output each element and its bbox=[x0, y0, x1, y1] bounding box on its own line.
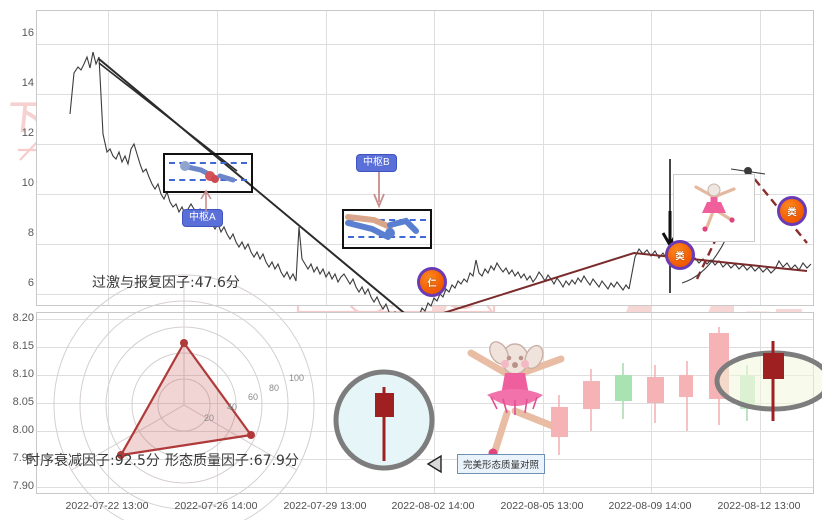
badge-buy-1[interactable]: 仁 bbox=[417, 267, 447, 297]
xtick: 2022-07-22 13:00 bbox=[65, 500, 149, 512]
gridline-h bbox=[37, 44, 813, 45]
pivot-b-box[interactable] bbox=[342, 209, 432, 249]
xtick: 2022-08-12 13:00 bbox=[717, 500, 801, 512]
gridline-v bbox=[326, 11, 327, 305]
ytick-sub: 8.20 bbox=[12, 312, 34, 324]
gridline-h bbox=[37, 347, 813, 348]
projection-apex-dot bbox=[744, 167, 752, 175]
gridline-v bbox=[543, 313, 544, 493]
gridline-v bbox=[217, 313, 218, 493]
price-line bbox=[69, 51, 630, 327]
pivot-a-label[interactable]: 中枢A bbox=[182, 209, 223, 227]
ideal-candle-highlight bbox=[333, 369, 435, 471]
gridline-v bbox=[326, 313, 327, 493]
score-shape-factor: 形态质量因子:67.9分 bbox=[165, 453, 299, 469]
gridline-h bbox=[37, 459, 813, 460]
gridline-v bbox=[108, 313, 109, 493]
gridline-h bbox=[37, 194, 813, 195]
gridline-v bbox=[434, 11, 435, 305]
ytick-sub: 8.10 bbox=[12, 368, 34, 380]
xtick: 2022-07-26 14:00 bbox=[174, 500, 258, 512]
gridline-v bbox=[108, 11, 109, 305]
price-series-svg bbox=[69, 51, 812, 327]
gridline-h bbox=[37, 375, 813, 376]
ballerina-illustration bbox=[467, 341, 565, 458]
xtick: 2022-07-29 13:00 bbox=[283, 500, 367, 512]
ytick-main: 6 bbox=[27, 277, 34, 289]
uptrend-stroke bbox=[414, 251, 808, 323]
xtick: 2022-08-02 14:00 bbox=[391, 500, 475, 512]
pivot-a-figure bbox=[180, 161, 236, 183]
xtick: 2022-08-05 13:00 bbox=[500, 500, 584, 512]
perfect-shape-callout[interactable]: 完美形态质量对照 bbox=[426, 454, 546, 474]
radar-area bbox=[118, 340, 253, 457]
ytick-sub: 8.15 bbox=[12, 340, 34, 352]
pivot-b-arrow bbox=[373, 172, 385, 209]
ballerina-thumbnail bbox=[673, 174, 755, 242]
ytick-sub: 8.00 bbox=[12, 424, 34, 436]
main-price-chart[interactable]: 中枢A 中枢B bbox=[36, 10, 814, 327]
ytick-main: 16 bbox=[21, 27, 34, 39]
pivot-b-label[interactable]: 中枢B bbox=[356, 154, 397, 172]
ballerina-icon bbox=[694, 183, 736, 232]
callout-text: 完美形态质量对照 bbox=[457, 454, 546, 474]
pivot-b-figure bbox=[345, 214, 419, 240]
ytick-sub: 7.90 bbox=[12, 480, 34, 492]
radar-tick: 100 bbox=[289, 373, 304, 383]
pivot-a-upper-dash bbox=[169, 162, 247, 164]
badge-buy-3[interactable]: 类 bbox=[777, 196, 807, 226]
downtrend-stroke bbox=[98, 58, 416, 323]
pivot-a-arrow bbox=[200, 189, 212, 211]
gridline-v bbox=[434, 313, 435, 493]
score-excess-factor: 过激与报复因子:47.6分 bbox=[92, 275, 240, 291]
xtick: 2022-08-09 14:00 bbox=[608, 500, 692, 512]
gridline-h bbox=[37, 144, 813, 145]
ytick-main: 8 bbox=[27, 227, 34, 239]
ytick-sub: 8.05 bbox=[12, 396, 34, 408]
badge-buy-2[interactable]: 类 bbox=[665, 240, 695, 270]
radar-tick: 20 bbox=[204, 413, 214, 423]
radar-tick: 40 bbox=[227, 402, 237, 412]
ytick-main: 10 bbox=[21, 177, 34, 189]
score-decay-factor: 时序衰减因子:92.5分 bbox=[26, 453, 160, 469]
quality-radar: 20 40 60 80 100 bbox=[53, 274, 315, 520]
gridline-h bbox=[37, 487, 813, 488]
callout-arrow-icon bbox=[426, 454, 442, 474]
gridline-h bbox=[37, 94, 813, 95]
gridline-h bbox=[37, 244, 813, 245]
candlestick-series bbox=[551, 327, 822, 455]
ytick-main: 14 bbox=[21, 77, 34, 89]
pivot-b-upper-dash bbox=[348, 219, 426, 221]
sub-chart[interactable]: 20 40 60 80 100 bbox=[36, 274, 822, 520]
ytick-sub: 7.95 bbox=[12, 452, 34, 464]
gridline-v bbox=[543, 11, 544, 305]
pivot-a-box[interactable] bbox=[163, 153, 253, 193]
radar-tick: 60 bbox=[248, 392, 258, 402]
gridline-h bbox=[37, 319, 813, 320]
gridline-v bbox=[760, 11, 761, 305]
radar-tick: 80 bbox=[269, 383, 279, 393]
ytick-main: 12 bbox=[21, 127, 34, 139]
gridline-v bbox=[651, 11, 652, 305]
